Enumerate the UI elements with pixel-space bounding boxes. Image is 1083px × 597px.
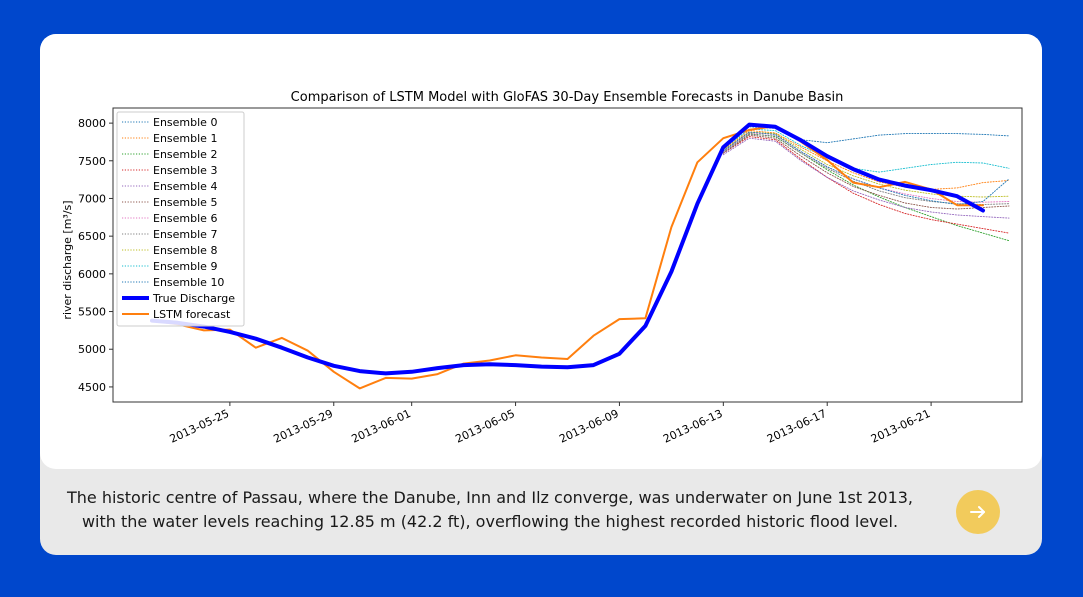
legend-label-ensemble-4: Ensemble 4 <box>153 180 217 193</box>
y-tick-label: 5000 <box>78 343 106 356</box>
legend-label-ensemble-5: Ensemble 5 <box>153 196 217 209</box>
legend-label-ensemble-6: Ensemble 6 <box>153 212 217 225</box>
legend-label-ensemble-8: Ensemble 8 <box>153 244 217 257</box>
y-tick-label: 8000 <box>78 117 106 130</box>
y-tick-label: 7500 <box>78 155 106 168</box>
y-tick-label: 5500 <box>78 306 106 319</box>
discharge-chart: Comparison of LSTM Model with GloFAS 30-… <box>61 90 1023 446</box>
x-tick-label: 2013-06-13 <box>661 407 724 446</box>
series-line-ensemble-9 <box>722 128 1010 173</box>
series-line-ensemble-2 <box>722 133 1010 242</box>
arrow-right-icon <box>970 506 985 518</box>
series-line-ensemble-8 <box>722 131 1010 198</box>
x-tick-label: 2013-05-25 <box>168 407 231 446</box>
series-line-ensemble-5 <box>722 134 1010 210</box>
plot-area-frame <box>112 107 1023 403</box>
chart-panel: Comparison of LSTM Model with GloFAS 30-… <box>40 34 1042 469</box>
series-line-ensemble-4 <box>722 137 1010 219</box>
y-axis-label: river discharge [m³/s] <box>61 200 74 319</box>
series-line-true-discharge <box>150 122 985 376</box>
next-button[interactable] <box>956 490 1000 534</box>
x-tick-label: 2013-06-01 <box>349 407 412 446</box>
caption-line-1: The historic centre of Passau, where the… <box>66 488 914 507</box>
chart-title: Comparison of LSTM Model with GloFAS 30-… <box>291 90 844 105</box>
legend-label-ensemble-1: Ensemble 1 <box>153 132 217 145</box>
y-tick-label: 6000 <box>78 268 106 281</box>
series-line-ensemble-6 <box>722 132 1010 203</box>
x-tick-label: 2013-06-05 <box>453 407 516 446</box>
content-card: Comparison of LSTM Model with GloFAS 30-… <box>40 34 1042 555</box>
series-line-ensemble-1 <box>722 130 1010 190</box>
chart-legend: Ensemble 0 Ensemble 1 Ensemble 2 Ensemble 3… <box>116 111 245 327</box>
x-tick-label: 2013-06-21 <box>869 407 932 446</box>
y-tick-label: 4500 <box>78 381 106 394</box>
series-line-lstm-forecast <box>151 125 984 390</box>
y-tick-label: 6500 <box>78 230 106 243</box>
series-line-ensemble-3 <box>722 136 1010 234</box>
caption-line-2: with the water levels reaching 12.85 m (… <box>81 512 899 531</box>
x-tick-label: 2013-05-29 <box>272 407 335 446</box>
legend-label-ensemble-0: Ensemble 0 <box>153 116 217 129</box>
legend-label-ensemble-9: Ensemble 9 <box>153 260 217 273</box>
legend-label-ensemble-10: Ensemble 10 <box>153 276 224 289</box>
legend-label-ensemble-2: Ensemble 2 <box>153 148 217 161</box>
x-tick-label: 2013-06-09 <box>557 407 620 446</box>
legend-box <box>116 111 245 327</box>
x-tick-label: 2013-06-17 <box>765 407 828 446</box>
legend-label-ensemble-7: Ensemble 7 <box>153 228 217 241</box>
legend-label-lstm-forecast: LSTM forecast <box>153 308 231 321</box>
series-line-ensemble-7 <box>722 133 1010 205</box>
image-caption: The historic centre of Passau, where the… <box>40 486 940 534</box>
legend-label-ensemble-3: Ensemble 3 <box>153 164 217 177</box>
y-tick-label: 7000 <box>78 192 106 205</box>
series-line-ensemble-10 <box>722 131 1010 205</box>
legend-label-true-discharge: True Discharge <box>152 292 235 305</box>
